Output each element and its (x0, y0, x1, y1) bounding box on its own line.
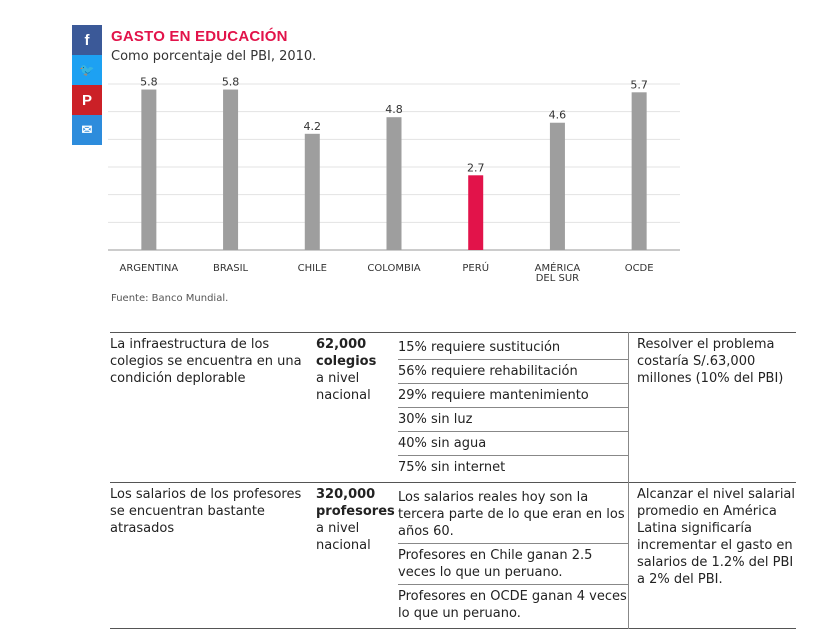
data-label: 4.8 (385, 103, 403, 116)
detail-item: 30% sin luz (398, 408, 628, 432)
share-bar: f 🐦 P ✉ (72, 25, 102, 145)
data-label: 4.6 (549, 109, 567, 122)
table-row: La infraestructura de los colegios se en… (110, 332, 796, 483)
x-tick-label: PERÚ (462, 261, 489, 274)
x-tick-label: OCDE (625, 263, 654, 274)
bar (549, 122, 565, 250)
x-tick-label: COLOMBIA (367, 263, 420, 274)
row-solution: Resolver el problema costaría S/.63,000 … (628, 332, 796, 483)
detail-item: Los salarios reales hoy son la tercera p… (398, 486, 628, 544)
row-solution: Alcanzar el nivel salarial promedio en A… (628, 482, 796, 629)
row-count: 62,000 colegios a nivel nacional (312, 333, 396, 483)
email-icon: ✉ (81, 122, 93, 137)
data-label: 4.2 (304, 120, 322, 133)
bar (141, 89, 157, 251)
detail-item: Profesores en OCDE ganan 4 veces lo que … (398, 589, 627, 621)
row-details: Los salarios reales hoy son la tercera p… (396, 483, 629, 629)
row-description: La infraestructura de los colegios se en… (110, 337, 302, 386)
row-details: 15% requiere sustitución 56% requiere re… (396, 333, 629, 483)
pinterest-share-button[interactable]: P (72, 85, 102, 115)
row-count-bold: 320,000 profesores (316, 487, 395, 519)
chart-subtitle: Como porcentaje del PBI, 2010. (111, 49, 317, 64)
detail-item: 75% sin internet (398, 460, 506, 475)
detail-item: 56% requiere rehabilitación (398, 360, 628, 384)
source-note: Fuente: Banco Mundial. (111, 293, 229, 304)
x-tick-label: AMÉRICA (535, 261, 581, 274)
detail-item: 29% requiere mantenimiento (398, 384, 628, 408)
bar (223, 89, 239, 251)
row-count-rest: a nivel nacional (316, 521, 371, 553)
facebook-share-button[interactable]: f (72, 25, 102, 55)
data-label: 5.8 (222, 76, 240, 89)
x-tick-label: DEL SUR (536, 273, 579, 284)
data-label: 5.8 (140, 76, 158, 89)
row-description: Los salarios de los profesores se encuen… (110, 487, 302, 536)
bar (468, 175, 484, 250)
pinterest-icon: P (81, 91, 92, 109)
detail-item: 40% sin agua (398, 432, 628, 456)
bar (631, 92, 647, 250)
info-table: La infraestructura de los colegios se en… (110, 332, 796, 629)
data-label: 5.7 (630, 78, 648, 91)
detail-item: Profesores en Chile ganan 2.5 veces lo q… (398, 544, 628, 585)
email-share-button[interactable]: ✉ (72, 115, 102, 145)
x-tick-label: BRASIL (213, 263, 249, 274)
row-count: 320,000 profesores a nivel nacional (312, 483, 396, 629)
data-label: 2.7 (467, 161, 485, 174)
row-count-rest: a nivel nacional (316, 371, 371, 403)
table-row: Los salarios de los profesores se encuen… (110, 482, 796, 629)
detail-item: 15% requiere sustitución (398, 336, 628, 360)
bar (304, 133, 320, 250)
bar (386, 117, 402, 250)
facebook-icon: f (84, 31, 90, 49)
bar-chart: 5.8 ARGENTINA 5.8 BRASIL 4.2 CHILE 4.8 COLOMBIA… (108, 76, 680, 284)
x-tick-label: ARGENTINA (119, 263, 178, 274)
x-tick-label: CHILE (298, 263, 327, 274)
chart-title: GASTO EN EDUCACIÓN (111, 28, 288, 45)
twitter-share-button[interactable]: 🐦 (72, 55, 102, 85)
row-count-bold: 62,000 colegios (316, 337, 377, 369)
twitter-icon: 🐦 (79, 63, 95, 77)
